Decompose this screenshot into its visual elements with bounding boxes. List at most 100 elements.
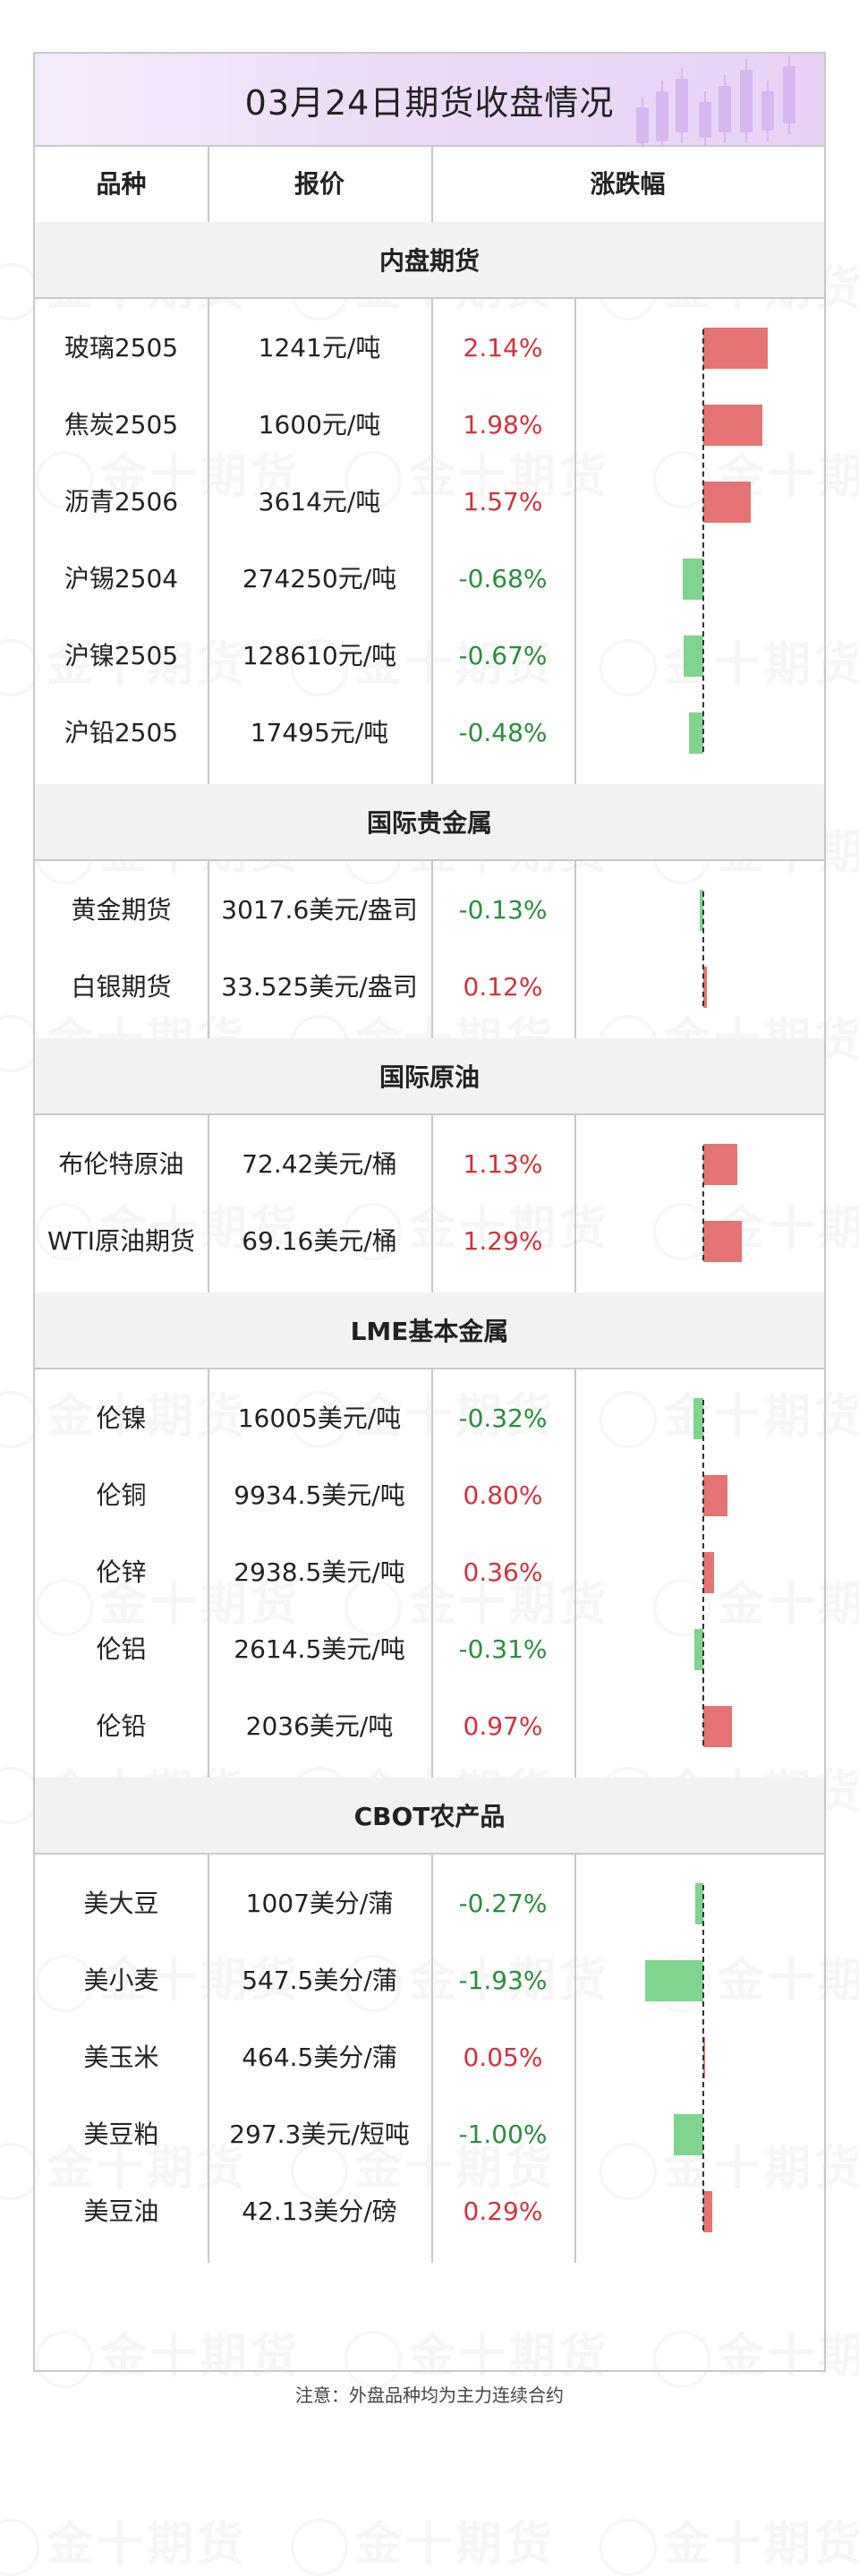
column-divider xyxy=(431,859,433,1038)
change-bar xyxy=(694,1883,703,1924)
row-divider xyxy=(35,1368,824,1369)
change-bar xyxy=(693,1629,703,1670)
variety-name: 白银期货 xyxy=(71,972,172,1002)
futures-table-card: 03月24日期货收盘情况 品种 报价 涨跌幅 内盘期货 玻璃2505 1241元/吨 2.1… xyxy=(33,52,826,2372)
price-value: 547.5美分/蒲 xyxy=(242,1966,397,1995)
change-percent: 1.13% xyxy=(463,1149,543,1179)
header-variety: 品种 xyxy=(96,169,147,199)
change-percent: 0.12% xyxy=(463,972,543,1002)
watermark-logo-icon xyxy=(0,2519,39,2576)
header-change: 涨跌幅 xyxy=(590,169,666,199)
column-divider xyxy=(574,297,576,784)
change-percent: -0.31% xyxy=(458,1634,548,1664)
variety-name: 布伦特原油 xyxy=(58,1149,184,1179)
price-value: 17495元/吨 xyxy=(250,718,389,747)
change-bar xyxy=(703,405,763,446)
price-value: 2614.5美元/吨 xyxy=(234,1634,405,1664)
candle-wick xyxy=(681,68,683,143)
watermark-text: 金十期货 xyxy=(355,2518,556,2572)
watermark-logo-icon xyxy=(600,2519,657,2576)
section-header: 国际贵金属 xyxy=(35,784,824,859)
change-bar xyxy=(703,482,751,523)
watermark: 金十期货 xyxy=(291,2506,556,2576)
row-divider xyxy=(35,859,824,861)
variety-name: 伦铜 xyxy=(96,1480,147,1510)
change-bar xyxy=(703,1221,743,1262)
zero-axis xyxy=(702,1146,704,1260)
change-percent: -1.93% xyxy=(458,1966,548,1995)
change-bar xyxy=(703,1552,715,1593)
change-percent: 2.14% xyxy=(463,333,543,363)
price-value: 274250元/吨 xyxy=(242,564,397,593)
change-bar xyxy=(683,635,703,677)
column-divider xyxy=(208,1113,209,1292)
variety-name: 美豆油 xyxy=(83,2196,159,2226)
change-bar xyxy=(703,2191,712,2232)
change-bar xyxy=(645,1960,703,2001)
price-value: 69.16美元/桶 xyxy=(242,1226,397,1256)
price-value: 3614元/吨 xyxy=(258,487,381,516)
change-percent: -0.27% xyxy=(458,1889,548,1918)
price-value: 2938.5美元/吨 xyxy=(234,1557,405,1587)
price-value: 464.5美分/蒲 xyxy=(242,2043,397,2072)
watermark-logo-icon xyxy=(291,2519,348,2576)
section-header: CBOT农产品 xyxy=(35,1778,824,1853)
change-bar xyxy=(703,1475,727,1516)
column-divider xyxy=(208,297,209,784)
column-divider xyxy=(208,1853,209,2263)
title-bar: 03月24日期货收盘情况 xyxy=(35,54,824,147)
column-divider xyxy=(431,1368,433,1778)
variety-name: 沪铅2505 xyxy=(64,718,179,747)
change-percent: 1.98% xyxy=(463,410,543,439)
header-price: 报价 xyxy=(293,169,344,199)
column-divider xyxy=(574,1113,576,1292)
candle-wick xyxy=(788,55,790,134)
change-percent: -0.68% xyxy=(458,564,548,593)
change-percent: 0.97% xyxy=(463,1711,543,1741)
row-divider xyxy=(35,1853,824,1855)
change-percent: 0.05% xyxy=(463,2043,543,2072)
candle-wick xyxy=(642,97,643,145)
price-value: 3017.6美元/盎司 xyxy=(221,895,418,925)
variety-name: 沪镍2505 xyxy=(64,641,179,670)
change-bar xyxy=(693,1398,703,1439)
column-divider xyxy=(431,147,433,222)
variety-name: 美玉米 xyxy=(83,2043,159,2072)
section-header: 国际原油 xyxy=(35,1038,824,1113)
zero-axis xyxy=(702,1885,704,2231)
change-bar xyxy=(673,2114,703,2155)
price-value: 1241元/吨 xyxy=(258,333,381,363)
column-divider xyxy=(431,297,433,784)
candle-wick xyxy=(704,91,706,145)
candle-wick xyxy=(745,59,747,143)
change-bar xyxy=(699,890,703,931)
change-bar xyxy=(703,967,708,1008)
zero-axis xyxy=(702,891,704,1006)
watermark: 金十期货 xyxy=(600,2506,859,2576)
price-value: 16005美元/吨 xyxy=(237,1403,402,1433)
change-bar xyxy=(703,2037,705,2078)
page-title: 03月24日期货收盘情况 xyxy=(244,83,615,123)
price-value: 128610元/吨 xyxy=(242,641,397,670)
price-value: 297.3美元/短吨 xyxy=(229,2120,410,2149)
change-bar xyxy=(703,1144,737,1185)
variety-name: 沪锡2504 xyxy=(64,564,179,593)
variety-name: 美大豆 xyxy=(83,1889,159,1918)
variety-name: 美小麦 xyxy=(83,1966,159,1995)
watermark-text: 金十期货 xyxy=(664,2518,859,2572)
variety-name: 伦铅 xyxy=(96,1711,147,1741)
change-percent: -0.32% xyxy=(458,1403,548,1433)
change-percent: -1.00% xyxy=(458,2120,548,2149)
column-divider xyxy=(574,1368,576,1778)
column-divider xyxy=(431,1113,433,1292)
change-percent: 0.29% xyxy=(463,2196,543,2226)
variety-name: 伦镍 xyxy=(96,1403,147,1433)
price-value: 33.525美元/盎司 xyxy=(221,972,418,1002)
section-title: CBOT农产品 xyxy=(353,1802,506,1831)
change-percent: -0.13% xyxy=(458,895,548,925)
candle-wick xyxy=(724,75,726,143)
variety-name: 美豆粕 xyxy=(83,2120,159,2149)
change-bar xyxy=(703,328,768,369)
variety-name: 玻璃2505 xyxy=(64,333,179,363)
column-divider xyxy=(574,859,576,1038)
